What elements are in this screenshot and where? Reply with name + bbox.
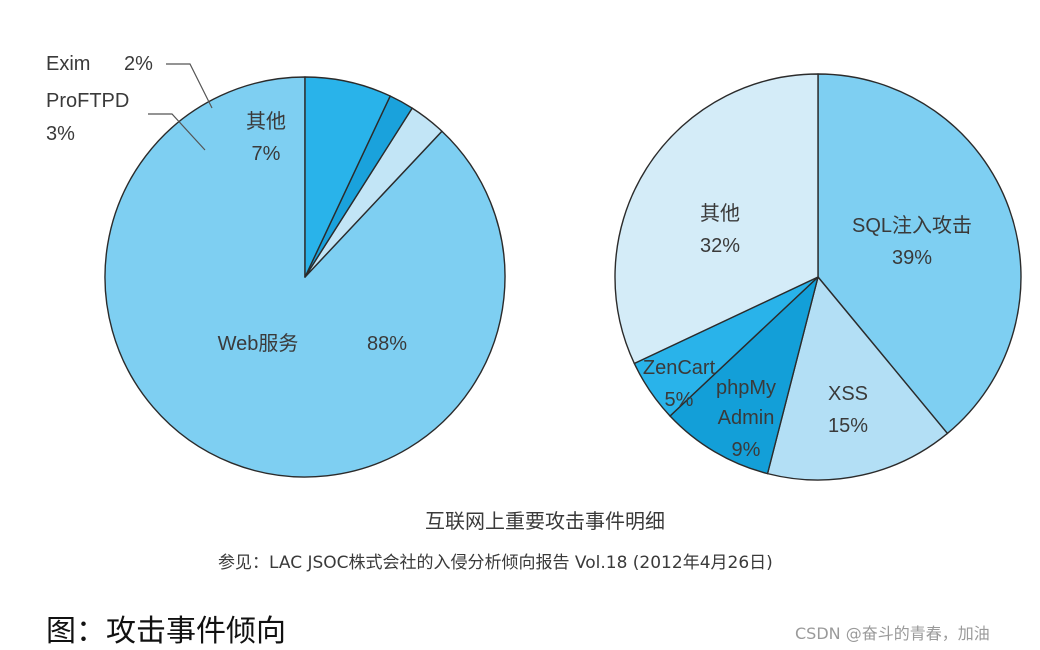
slice-value-sql-injection: 39% <box>892 247 932 269</box>
slice-value-xss: 15% <box>828 415 868 437</box>
slice-label-proftpd: ProFTPD <box>46 90 129 112</box>
slice-value-other-right: 32% <box>700 235 740 257</box>
leader-line-exim <box>166 63 213 109</box>
slice-label-phpmyadmin-line2: Admin <box>718 407 775 429</box>
pie1-slice-other-4 <box>614 73 819 365</box>
pie-chart-attack-types <box>614 73 1022 481</box>
slice-value-zencart: 5% <box>665 389 694 411</box>
slice-label-web: Web服务 <box>218 332 299 355</box>
pie0-slice-web-0 <box>104 76 506 478</box>
source-note: 参见：LAC JSOC株式会社的入侵分析倾向报告 Vol.18 (2012年4月… <box>218 553 773 573</box>
slice-value-web: 88% <box>367 333 407 355</box>
pie-chart-services <box>104 76 506 478</box>
slice-label-other-left: 其他 <box>246 110 286 133</box>
pie1-slice-sql-0 <box>817 73 1022 435</box>
slice-value-proftpd: 3% <box>46 123 75 145</box>
figure-caption: 图：攻击事件倾向 <box>46 614 286 649</box>
slice-value-other-left: 7% <box>252 143 281 165</box>
slice-label-zencart: ZenCart <box>643 357 716 379</box>
slice-label-exim: Exim <box>46 53 90 75</box>
slice-label-xss: XSS <box>828 383 868 405</box>
pie1-slice-phpmy-admin-2 <box>669 276 819 475</box>
chart-caption: 互联网上重要攻击事件明细 <box>425 509 665 533</box>
slice-value-exim: 2% <box>124 53 153 75</box>
slice-label-sql-injection: SQL注入攻击 <box>852 214 972 237</box>
slice-value-phpmyadmin: 9% <box>732 439 761 461</box>
slice-label-other-right: 其他 <box>700 202 740 225</box>
watermark: CSDN @奋斗的青春，加油 <box>795 624 990 643</box>
pie0-slice-other-3 <box>304 76 391 278</box>
pie1-slice-xss-1 <box>766 276 949 481</box>
slice-label-phpmyadmin-line1: phpMy <box>716 377 776 399</box>
leader-line-proftpd <box>148 113 206 151</box>
